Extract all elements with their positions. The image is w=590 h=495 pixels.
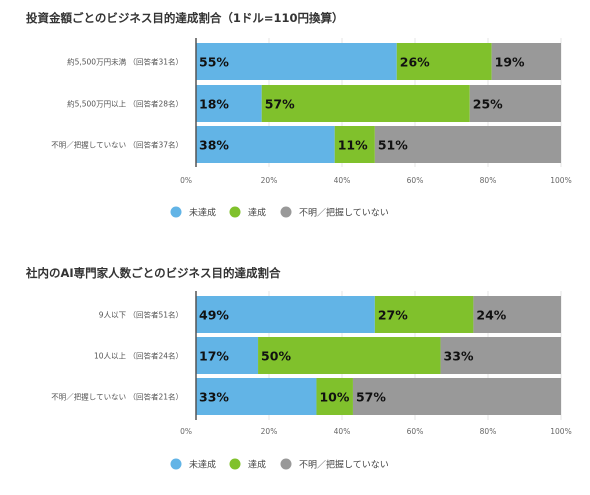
data-label: 18% <box>199 97 229 112</box>
x-tick-label: 0% <box>180 427 192 436</box>
bar-segment <box>196 378 317 415</box>
x-tick-label: 100% <box>550 427 571 436</box>
legend-label: 達成 <box>248 459 266 471</box>
category-label: 10人以上 （回答者24名） <box>94 351 183 361</box>
data-label: 24% <box>476 308 506 323</box>
bar-segment <box>196 296 375 333</box>
bar-segment <box>473 296 561 333</box>
bar-segment <box>196 126 335 163</box>
legend-label: 未達成 <box>189 459 216 471</box>
legend-marker <box>229 458 241 470</box>
legend-label: 不明／把握していない <box>299 207 389 219</box>
data-label: 11% <box>338 138 368 153</box>
bar-segment <box>440 337 561 374</box>
legend-marker <box>170 206 182 218</box>
bar-segment <box>374 126 561 163</box>
x-tick-label: 80% <box>480 176 497 185</box>
x-tick-label: 40% <box>334 427 351 436</box>
chart-investment-amount: 投資金額ごとのビジネス目的達成割合（1ドル=110円換算） 約5,500万円未満 … <box>26 11 572 219</box>
x-tick-label: 60% <box>407 176 424 185</box>
chart-title: 投資金額ごとのビジネス目的達成割合（1ドル=110円換算） <box>26 11 344 25</box>
data-label: 38% <box>199 138 229 153</box>
legend-marker <box>280 458 292 470</box>
category-label: 約5,500万円未満 （回答者31名） <box>67 57 183 67</box>
x-tick-label: 20% <box>261 176 278 185</box>
data-label: 55% <box>199 55 229 70</box>
bar-segment <box>196 85 262 122</box>
data-label: 26% <box>400 55 430 70</box>
data-label: 57% <box>356 390 386 405</box>
legend-marker <box>229 206 241 218</box>
category-label: 不明／把握していない （回答者21名） <box>51 392 183 402</box>
chart-title: 社内のAI専門家人数ごとのビジネス目的達成割合 <box>25 266 281 280</box>
legend-marker <box>170 458 182 470</box>
bar-segment <box>396 43 492 80</box>
x-tick-label: 20% <box>261 427 278 436</box>
data-label: 50% <box>261 349 291 364</box>
data-label: 51% <box>378 138 408 153</box>
x-tick-label: 40% <box>334 176 351 185</box>
data-label: 49% <box>199 308 229 323</box>
bar-segment <box>261 85 470 122</box>
bar-segment <box>352 378 561 415</box>
category-label: 不明／把握していない （回答者37名） <box>51 140 183 150</box>
legend-marker <box>280 206 292 218</box>
bar-segment <box>196 337 259 374</box>
bar-segment <box>374 296 474 333</box>
legend-label: 不明／把握していない <box>299 459 389 471</box>
bar-segment <box>258 337 441 374</box>
bar-segment <box>196 43 397 80</box>
x-tick-label: 60% <box>407 427 424 436</box>
data-label: 33% <box>199 390 229 405</box>
legend-label: 達成 <box>248 207 266 219</box>
data-label: 10% <box>319 390 349 405</box>
data-label: 27% <box>378 308 408 323</box>
data-label: 17% <box>199 349 229 364</box>
bar-segment <box>316 378 353 415</box>
data-label: 57% <box>265 97 295 112</box>
x-tick-label: 100% <box>550 176 571 185</box>
category-label: 約5,500万円以上 （回答者28名） <box>67 99 183 109</box>
bar-segment <box>334 126 375 163</box>
chart-ai-experts: 社内のAI専門家人数ごとのビジネス目的達成割合 9人以下 （回答者51名） 10人以… <box>25 266 572 471</box>
x-tick-label: 0% <box>180 176 192 185</box>
bar-segment <box>469 85 561 122</box>
data-label: 25% <box>473 97 503 112</box>
category-label: 9人以下 （回答者51名） <box>99 310 183 320</box>
data-label: 33% <box>444 349 474 364</box>
x-tick-label: 80% <box>480 427 497 436</box>
data-label: 19% <box>495 55 525 70</box>
legend-label: 未達成 <box>189 207 216 219</box>
bar-segment <box>491 43 561 80</box>
